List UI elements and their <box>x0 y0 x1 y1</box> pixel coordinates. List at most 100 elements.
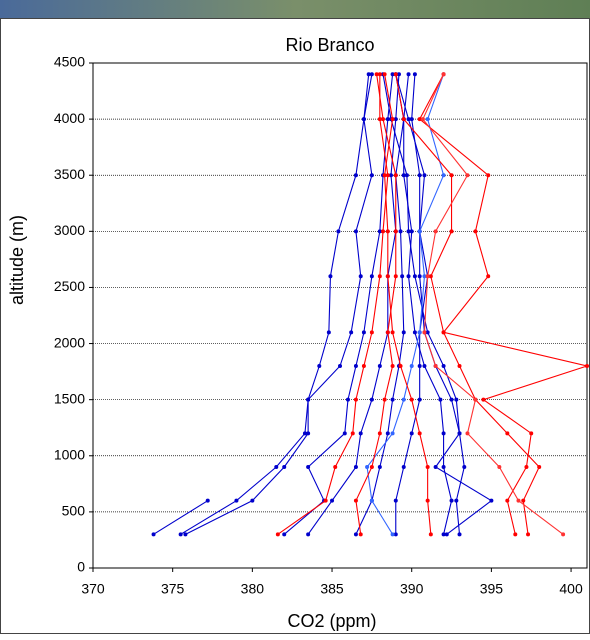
point <box>250 499 254 503</box>
y-tick-label: 3500 <box>54 166 85 182</box>
point <box>529 431 533 435</box>
point <box>450 229 454 233</box>
point <box>354 499 358 503</box>
point <box>422 330 426 334</box>
point <box>362 117 366 121</box>
point <box>445 532 449 536</box>
point <box>418 330 422 334</box>
x-tick-label: 400 <box>559 581 583 597</box>
point <box>442 431 446 435</box>
point <box>418 229 422 233</box>
point <box>438 398 442 402</box>
point <box>381 229 385 233</box>
point <box>537 465 541 469</box>
chart: Rio Branco CO2 (ppm) altitude (m) 050010… <box>0 0 590 635</box>
point <box>422 364 426 368</box>
x-tick-label: 380 <box>241 581 265 597</box>
y-tick-label: 500 <box>62 503 86 519</box>
x-axis-label: CO2 (ppm) <box>287 611 376 631</box>
point <box>399 364 403 368</box>
point <box>426 499 430 503</box>
point <box>282 465 286 469</box>
y-tick-label: 2000 <box>54 334 85 350</box>
point <box>473 229 477 233</box>
point <box>383 173 387 177</box>
point <box>354 173 358 177</box>
point <box>354 398 358 402</box>
point <box>402 330 406 334</box>
point <box>418 364 422 368</box>
point <box>505 431 509 435</box>
point <box>458 431 462 435</box>
point <box>370 398 374 402</box>
point <box>402 398 406 402</box>
point <box>497 465 501 469</box>
point <box>434 364 438 368</box>
point <box>370 330 374 334</box>
point <box>418 431 422 435</box>
y-tick-label: 2500 <box>54 278 85 294</box>
point <box>394 229 398 233</box>
point <box>429 532 433 536</box>
point <box>391 117 395 121</box>
x-tick-label: 395 <box>480 581 504 597</box>
point <box>354 229 358 233</box>
point <box>394 72 398 76</box>
point <box>338 364 342 368</box>
point <box>370 499 374 503</box>
point <box>330 499 334 503</box>
point <box>349 330 353 334</box>
point <box>234 499 238 503</box>
point <box>489 499 493 503</box>
point <box>333 465 337 469</box>
point <box>378 465 382 469</box>
point <box>362 330 366 334</box>
point <box>383 398 387 402</box>
point <box>505 499 509 503</box>
point <box>346 398 350 402</box>
point <box>524 465 528 469</box>
point <box>561 532 565 536</box>
point <box>386 431 390 435</box>
point <box>306 465 310 469</box>
point <box>354 465 358 469</box>
y-tick-label: 0 <box>77 559 85 575</box>
point <box>370 72 374 76</box>
point <box>442 330 446 334</box>
point <box>386 330 390 334</box>
point <box>413 274 417 278</box>
point <box>418 173 422 177</box>
point <box>450 173 454 177</box>
x-tick-label: 385 <box>320 581 344 597</box>
point <box>407 117 411 121</box>
point <box>418 274 422 278</box>
point <box>458 364 462 368</box>
point <box>407 229 411 233</box>
point <box>327 330 331 334</box>
point <box>375 72 379 76</box>
point <box>481 398 485 402</box>
y-axis-label: altitude (m) <box>7 215 27 305</box>
point <box>391 532 395 536</box>
point <box>442 364 446 368</box>
x-tick-label: 375 <box>161 581 185 597</box>
point <box>354 364 358 368</box>
point <box>402 117 406 121</box>
point <box>152 532 156 536</box>
point <box>442 72 446 76</box>
point <box>405 173 409 177</box>
point <box>486 274 490 278</box>
point <box>410 431 414 435</box>
y-tick-label: 4000 <box>54 110 85 126</box>
point <box>442 173 446 177</box>
point <box>422 173 426 177</box>
point <box>276 532 280 536</box>
point <box>462 465 466 469</box>
point <box>421 117 425 121</box>
point <box>391 431 395 435</box>
point <box>359 431 363 435</box>
point <box>410 398 414 402</box>
point <box>378 431 382 435</box>
point <box>306 532 310 536</box>
point <box>370 173 374 177</box>
